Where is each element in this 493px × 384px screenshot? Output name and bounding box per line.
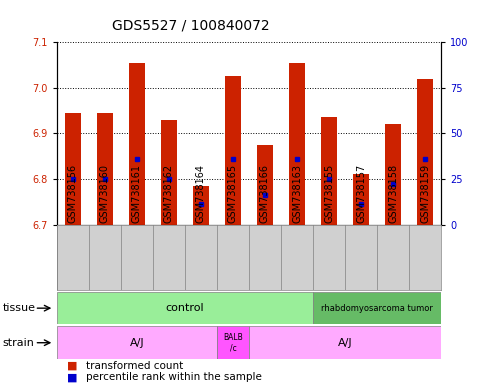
Bar <box>353 174 369 225</box>
Bar <box>225 76 241 225</box>
Text: GDS5527 / 100840072: GDS5527 / 100840072 <box>112 19 270 33</box>
Bar <box>57 326 217 359</box>
Text: A/J: A/J <box>338 338 352 348</box>
Text: transformed count: transformed count <box>86 361 183 371</box>
Text: percentile rank within the sample: percentile rank within the sample <box>86 372 262 382</box>
Text: rhabdomyosarcoma tumor: rhabdomyosarcoma tumor <box>321 304 433 313</box>
Bar <box>57 292 313 324</box>
Bar <box>129 63 145 225</box>
Text: tissue: tissue <box>2 303 35 313</box>
Text: ■: ■ <box>67 361 77 371</box>
Bar <box>321 118 337 225</box>
Bar <box>417 79 433 225</box>
Text: control: control <box>166 303 204 313</box>
Bar <box>313 292 441 324</box>
Bar <box>97 113 113 225</box>
Text: strain: strain <box>2 338 35 348</box>
Bar <box>289 63 305 225</box>
Text: BALB
/c: BALB /c <box>223 333 243 353</box>
Bar <box>385 124 401 225</box>
Bar <box>65 113 81 225</box>
Bar <box>193 186 209 225</box>
Text: A/J: A/J <box>130 338 144 348</box>
Bar <box>161 120 177 225</box>
Bar <box>257 145 273 225</box>
Bar <box>217 326 249 359</box>
Text: ■: ■ <box>67 372 77 382</box>
Bar <box>249 326 441 359</box>
